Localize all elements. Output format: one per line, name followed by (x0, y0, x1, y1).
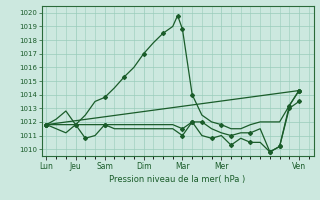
X-axis label: Pression niveau de la mer( hPa ): Pression niveau de la mer( hPa ) (109, 175, 246, 184)
